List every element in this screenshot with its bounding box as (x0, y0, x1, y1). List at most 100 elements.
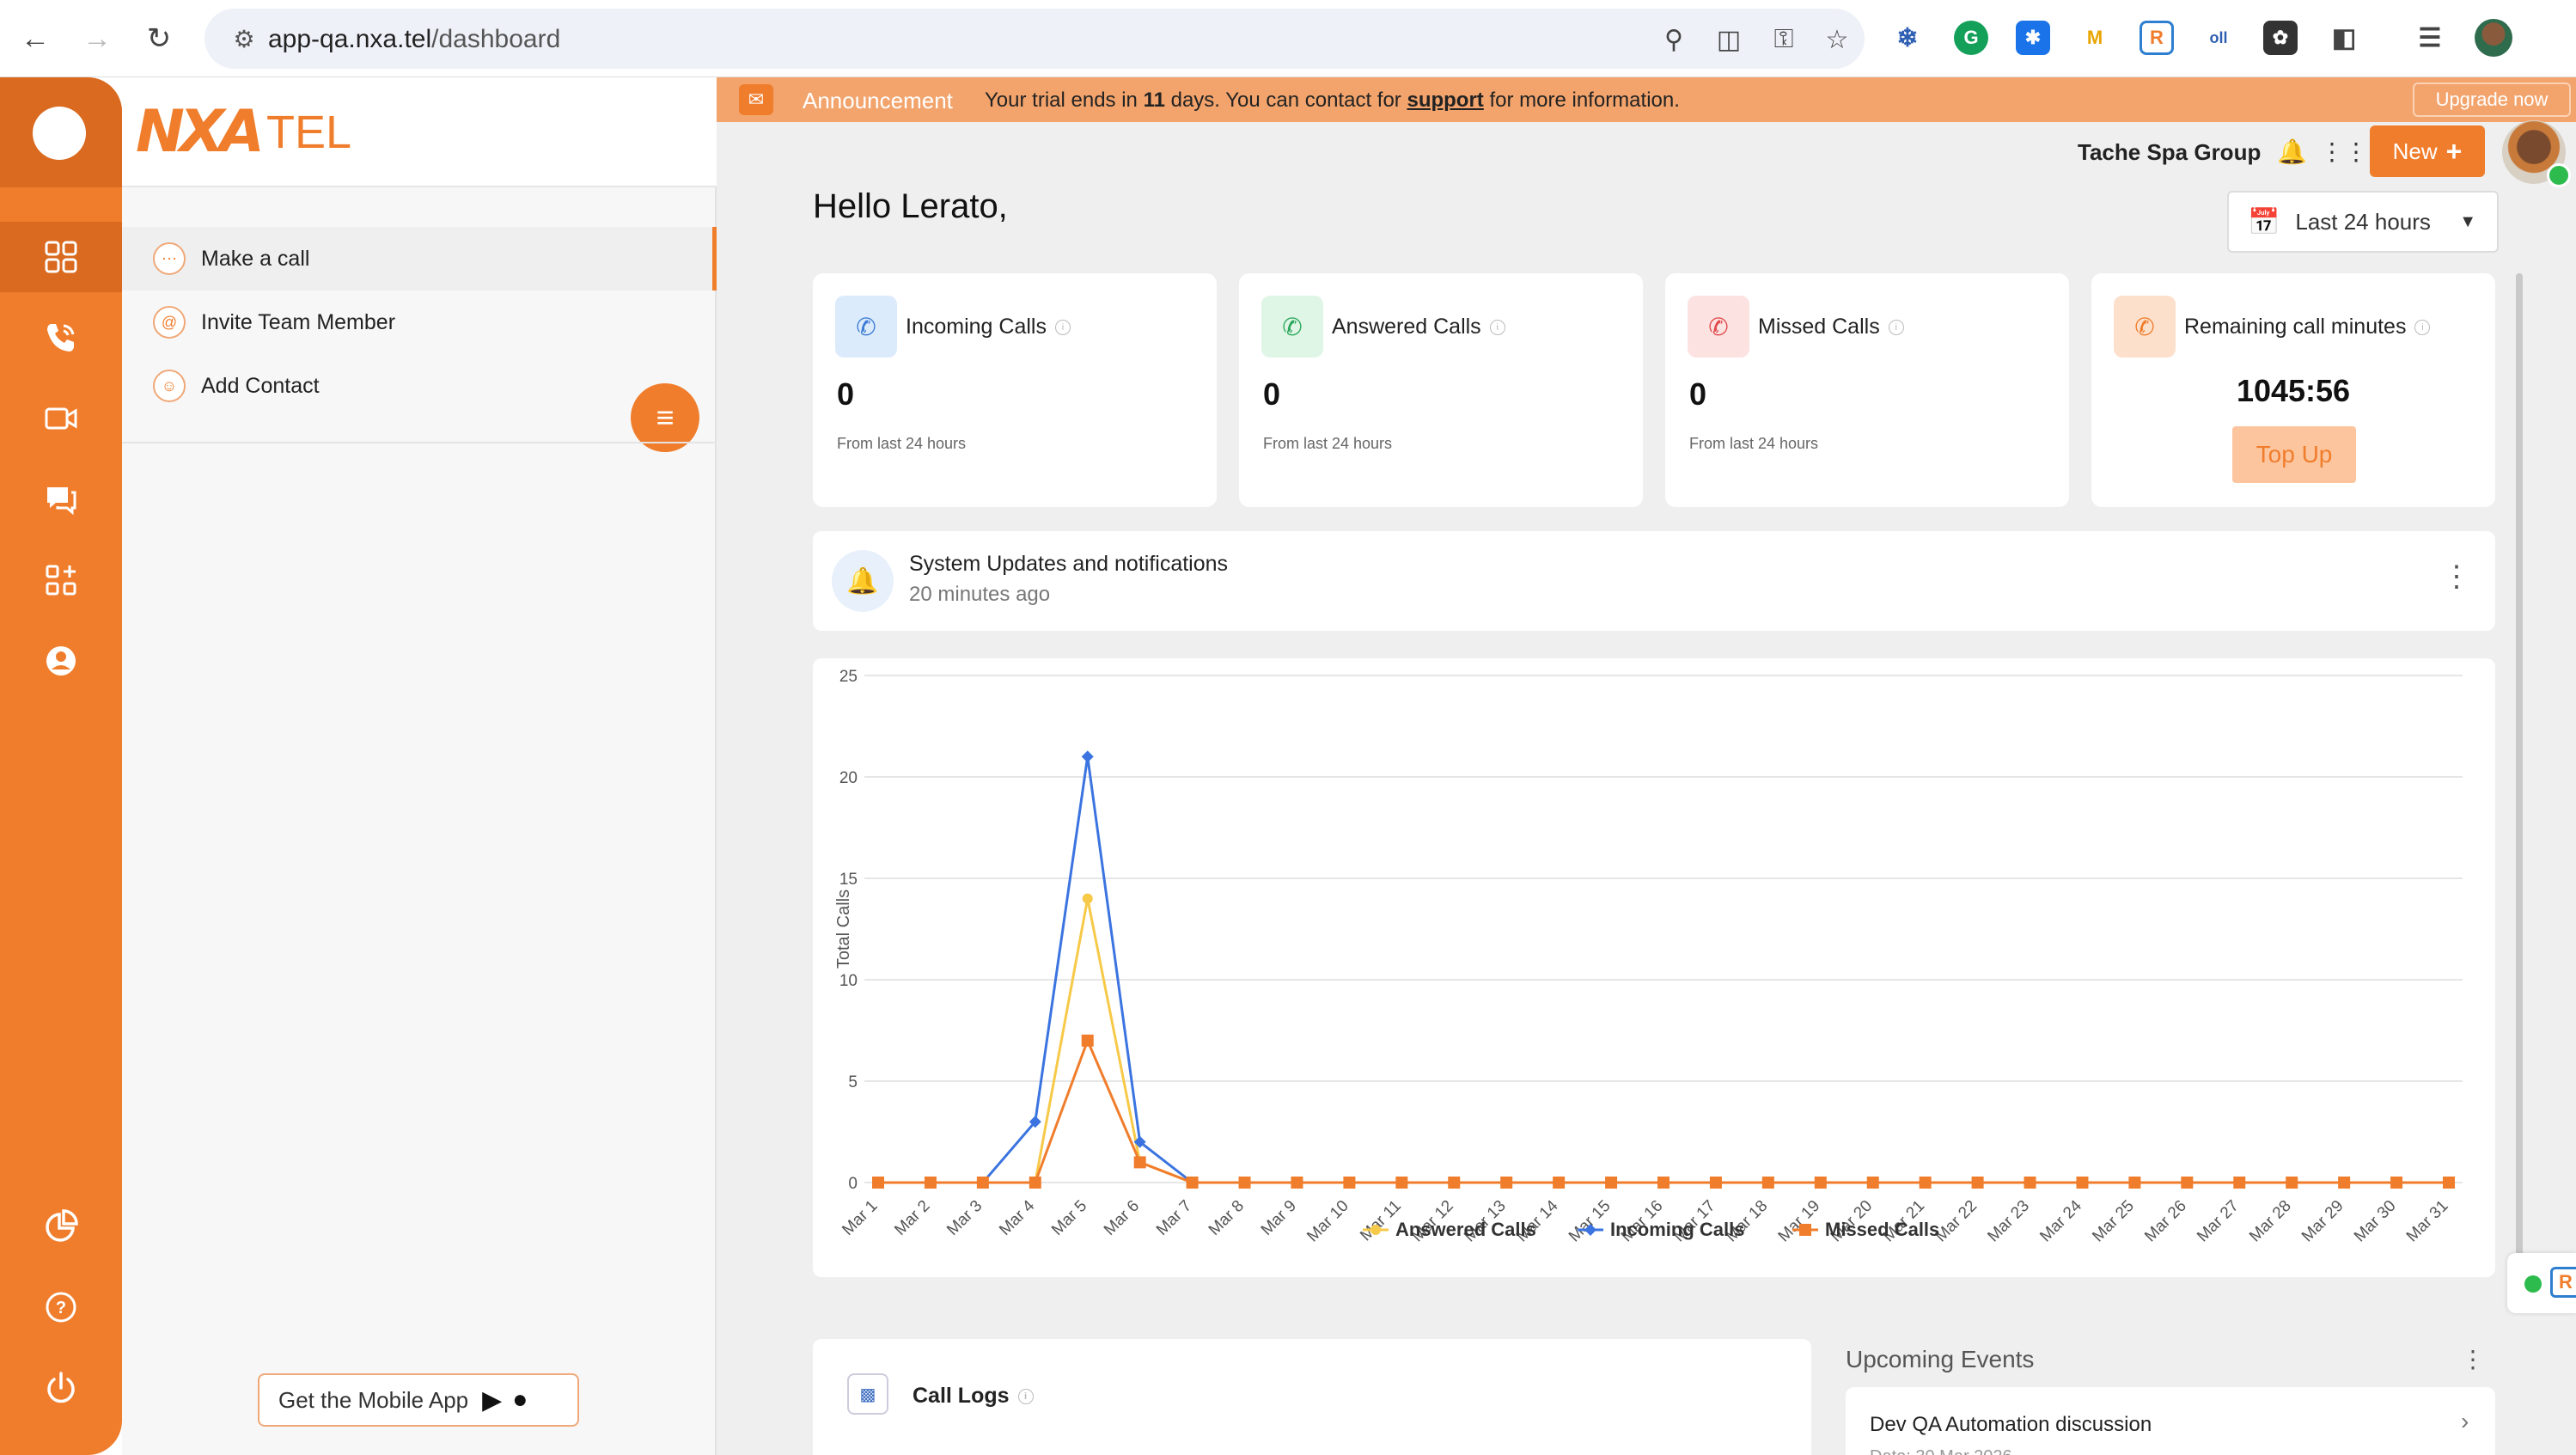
more-options-icon[interactable]: ⋮ (2442, 560, 2471, 593)
phone-icon: ✆ (2114, 296, 2176, 358)
event-name: Dev QA Automation discussion (1870, 1413, 2152, 1436)
info-icon[interactable]: i (1054, 320, 1071, 336)
data-point (872, 1177, 884, 1189)
y-tick-label: 5 (848, 1073, 858, 1091)
floating-widget[interactable]: R (2507, 1253, 2576, 1313)
series-line (878, 1036, 2449, 1184)
svg-text:?: ? (56, 1299, 66, 1317)
info-icon[interactable]: i (1489, 320, 1505, 336)
plus-icon: + (2445, 135, 2463, 167)
incoming-call-icon: ✆ (835, 296, 897, 358)
data-point (1291, 1177, 1303, 1189)
system-updates-panel[interactable]: 🔔 System Updates and notifications 20 mi… (813, 531, 2495, 631)
bookmark-star-icon[interactable]: ☆ (1825, 25, 1849, 54)
top-up-button[interactable]: Top Up (2232, 426, 2356, 483)
remaining-minutes-value: 1045:56 (2236, 373, 2351, 408)
sidebar-item-invite-member[interactable]: @ Invite Team Member (122, 290, 717, 354)
get-mobile-app-button[interactable]: Get the Mobile App ▶ ● (258, 1373, 579, 1427)
rail-help-icon[interactable]: ? (0, 1272, 122, 1342)
password-key-icon[interactable]: ⚿ (1773, 25, 1794, 53)
organization-name[interactable]: Tache Spa Group (2078, 139, 2262, 165)
event-item[interactable]: Dev QA Automation discussion › Date: 30 … (1846, 1387, 2495, 1455)
rail-apps-icon[interactable] (0, 545, 122, 615)
new-button[interactable]: New + (2370, 125, 2485, 177)
at-icon: @ (153, 306, 186, 339)
data-point (2286, 1177, 2298, 1189)
apple-store-icon[interactable]: ● (512, 1385, 528, 1414)
info-icon[interactable]: i (1888, 320, 1904, 336)
site-settings-icon[interactable]: ⚙ (233, 25, 255, 52)
x-tick-label: Mar 28 (2246, 1197, 2295, 1246)
reload-icon[interactable]: ↻ (146, 22, 172, 55)
upgrade-now-button[interactable]: Upgrade now (2413, 83, 2571, 117)
greeting-title: Hello Lerato, (813, 187, 1008, 225)
data-point (2024, 1177, 2036, 1189)
announcement-title: Announcement (803, 88, 953, 113)
sidebar-item-add-contact[interactable]: ☺ Add Contact (122, 354, 717, 418)
incoming-calls-card: ✆ Incoming Calls i 0 From last 24 hours (813, 273, 1217, 507)
rail-logout-icon[interactable] (0, 1353, 122, 1423)
browser-toolbar: ← → ↻ ⚙ app-qa.nxa.tel/dashboard ⚲ ◫ ⚿ ☆… (0, 0, 2576, 77)
add-list-fab-button[interactable]: ≡ (631, 383, 699, 452)
user-avatar[interactable] (33, 107, 86, 160)
data-point (1238, 1177, 1251, 1189)
rail-chat-icon[interactable] (0, 464, 122, 535)
quick-actions-menu: ⋯ Make a call @ Invite Team Member ☺ Add… (122, 227, 717, 418)
zoom-icon[interactable]: ⚲ (1664, 25, 1683, 54)
back-icon[interactable]: ← (21, 21, 50, 55)
data-point (1553, 1177, 1566, 1189)
card-subtitle: From last 24 hours (837, 435, 967, 452)
missed-calls-card: ✆ Missed Calls i 0 From last 24 hours (1665, 273, 2069, 507)
legend-label: Answered Calls (1395, 1219, 1536, 1240)
puzzle-extensions-icon[interactable]: ◧ (2327, 21, 2361, 55)
install-app-icon[interactable]: ◫ (1716, 25, 1742, 54)
icon-rail: ? (0, 77, 122, 1455)
data-point (2128, 1177, 2141, 1189)
browser-profile-avatar[interactable] (2475, 19, 2512, 57)
logo-area: NXA TEL (122, 77, 717, 187)
data-point (2443, 1177, 2455, 1189)
rail-analytics-icon[interactable] (0, 1191, 122, 1262)
forward-icon[interactable]: → (82, 21, 112, 55)
data-point (1133, 1156, 1146, 1169)
events-more-icon[interactable]: ⋮ (2461, 1346, 2485, 1372)
card-value: 0 (1689, 376, 1707, 412)
x-tick-label: Mar 15 (1566, 1197, 1615, 1246)
rail-contacts-icon[interactable] (0, 626, 122, 696)
rail-calls-icon[interactable] (0, 303, 122, 373)
grammarly-icon[interactable]: G (1954, 21, 1988, 55)
event-date: Date: 30 Mar 2026 (1870, 1447, 2012, 1455)
address-bar[interactable]: ⚙ app-qa.nxa.tel/dashboard ⚲ ◫ ⚿ ☆ (204, 9, 1865, 69)
data-point (1186, 1177, 1199, 1189)
data-point (2338, 1177, 2351, 1189)
bell-icon[interactable]: 🔔 (2277, 138, 2307, 165)
mail-extension-icon[interactable]: M (2078, 21, 2112, 55)
extension-icon[interactable]: ❄ (1890, 21, 1925, 55)
info-icon[interactable]: i (2414, 320, 2431, 336)
extension-blue-icon[interactable]: ✱ (2016, 21, 2050, 55)
otter-extension-icon[interactable]: oll (2201, 21, 2236, 55)
sidebar-item-make-call[interactable]: ⋯ Make a call (122, 227, 717, 290)
nxatel-logo[interactable]: NXA TEL (136, 98, 351, 166)
x-tick-label: Mar 5 (1048, 1197, 1090, 1239)
x-tick-label: Mar 24 (2036, 1196, 2085, 1245)
data-point (2181, 1177, 2194, 1189)
data-point (1709, 1177, 1722, 1189)
x-tick-label: Mar 26 (2141, 1197, 2190, 1246)
rail-video-icon[interactable] (0, 383, 122, 454)
mobile-app-label: Get the Mobile App (278, 1386, 469, 1413)
media-controls-icon[interactable]: ☰ (2413, 21, 2447, 55)
info-icon[interactable]: i (1017, 1389, 1034, 1405)
openai-extension-icon[interactable]: ✿ (2263, 21, 2298, 55)
r-widget-icon: R (2550, 1267, 2576, 1298)
scrollbar-thumb[interactable] (2516, 273, 2523, 1287)
r-extension-icon[interactable]: R (2140, 21, 2174, 55)
logo-text: TEL (266, 106, 352, 158)
support-link[interactable]: support (1407, 89, 1484, 112)
url-text[interactable]: app-qa.nxa.tel/dashboard (268, 25, 561, 53)
date-range-select[interactable]: 📅 Last 24 hours ▼ (2227, 191, 2499, 253)
rail-dashboard-icon[interactable] (0, 222, 122, 292)
play-store-icon[interactable]: ▶ (482, 1385, 503, 1415)
chevron-right-icon[interactable]: › (2461, 1408, 2469, 1434)
data-point (1133, 1135, 1146, 1148)
